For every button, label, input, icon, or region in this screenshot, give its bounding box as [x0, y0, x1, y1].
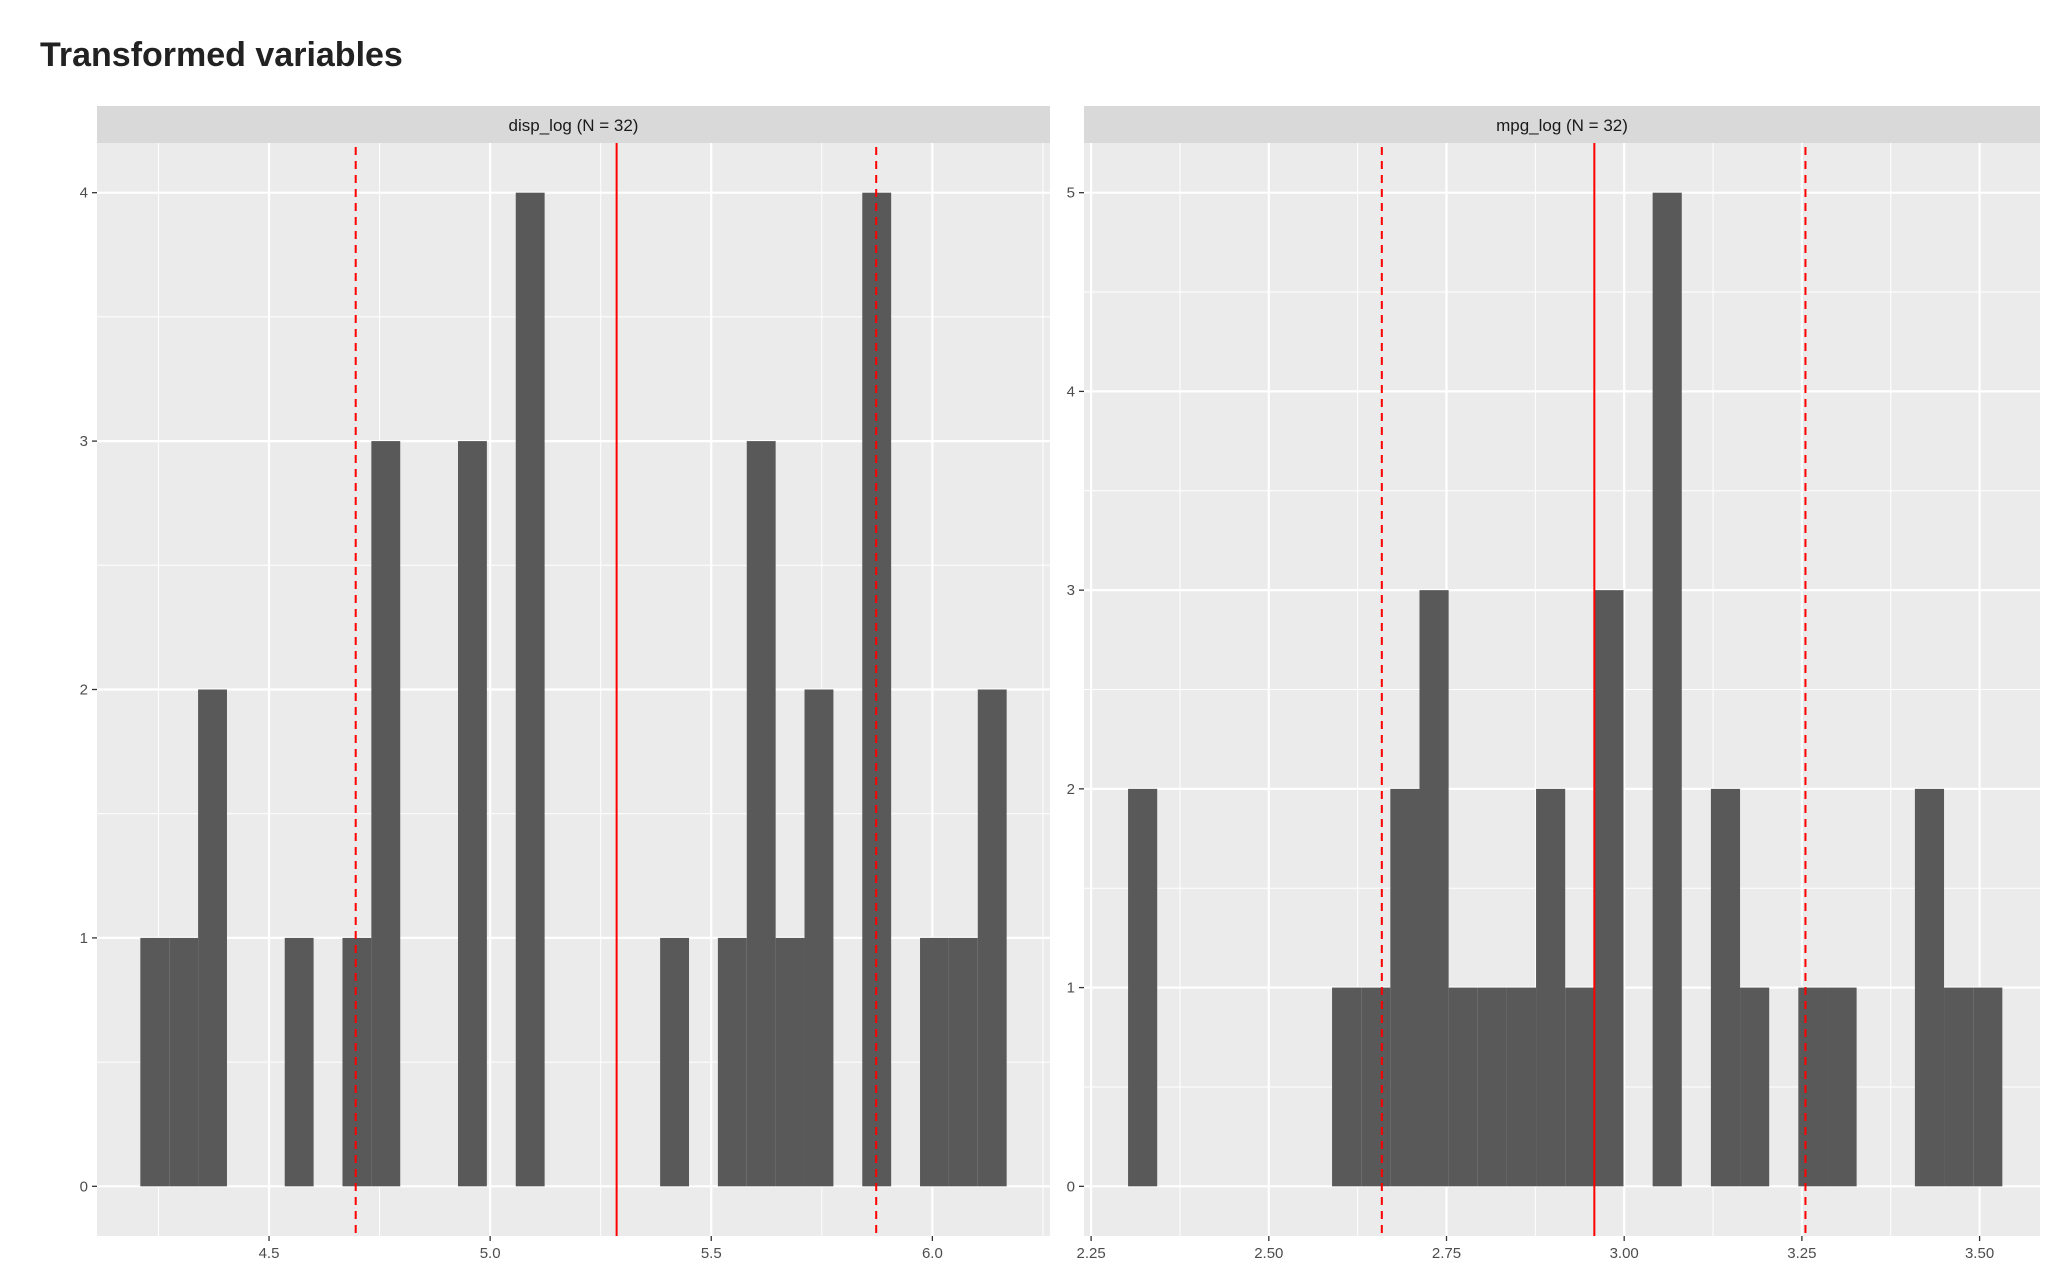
- x-tick-label: 3.00: [1610, 1245, 1639, 1262]
- histogram-bar: [284, 937, 314, 1187]
- histogram-bar: [1594, 590, 1624, 1187]
- histogram-bar: [1565, 987, 1595, 1187]
- histogram-bar: [920, 937, 949, 1187]
- histogram-bar: [1448, 987, 1478, 1187]
- x-tick-label: 2.50: [1254, 1245, 1283, 1262]
- histogram-bar: [717, 937, 747, 1187]
- histogram-bar: [1740, 987, 1770, 1187]
- facet-strip: [97, 106, 1050, 143]
- facet-strip: [1084, 106, 2040, 143]
- histogram-bar: [1914, 788, 1945, 1187]
- histogram-bar: [977, 689, 1007, 1187]
- histogram-bar: [862, 192, 892, 1187]
- histogram-bar: [140, 937, 170, 1187]
- histogram-bar: [1798, 987, 1828, 1187]
- histogram-bar: [1944, 987, 1974, 1187]
- x-tick-label: 4.5: [259, 1245, 280, 1262]
- histogram-bar: [746, 441, 776, 1187]
- y-tick-label: 4: [1067, 383, 1075, 400]
- y-tick-label: 2: [80, 682, 88, 699]
- histogram-bar: [948, 937, 978, 1187]
- histogram-bar: [1332, 987, 1362, 1187]
- histogram-bar: [1390, 788, 1420, 1187]
- histogram-bar: [1477, 987, 1507, 1187]
- y-tick-label: 4: [80, 185, 88, 202]
- x-tick-label: 3.25: [1787, 1245, 1816, 1262]
- histogram-bar: [1827, 987, 1857, 1187]
- y-tick-label: 3: [1067, 582, 1075, 599]
- histogram-bar: [1652, 192, 1682, 1187]
- histogram-bar: [1710, 788, 1741, 1187]
- y-tick-label: 0: [80, 1178, 88, 1195]
- x-tick-label: 2.75: [1432, 1245, 1461, 1262]
- histogram-bar: [457, 441, 487, 1187]
- histogram-bar: [660, 937, 690, 1187]
- histogram-bar: [515, 192, 545, 1187]
- panel-2: mpg_log (N = 32) 2.25 2.50 2.75 3.00 3.25 3.50…: [1067, 106, 2040, 1262]
- x-tick-label: 3.50: [1965, 1245, 1994, 1262]
- histogram-bar: [804, 689, 834, 1187]
- histogram-bar: [1973, 987, 2003, 1187]
- y-tick-label: 0: [1067, 1178, 1075, 1195]
- histogram-bar: [1128, 788, 1158, 1187]
- histogram-bar: [1361, 987, 1391, 1187]
- histogram-bar: [775, 937, 805, 1187]
- y-tick-label: 1: [80, 930, 88, 947]
- chart-title: Transformed variables: [40, 36, 403, 74]
- x-tick-label: 2.25: [1077, 1245, 1106, 1262]
- facet-strip-label: mpg_log (N = 32): [1496, 116, 1628, 135]
- y-tick-label: 2: [1067, 781, 1075, 798]
- x-tick-label: 6.0: [922, 1245, 943, 1262]
- histogram-bar: [1536, 788, 1566, 1187]
- histogram-bar: [1506, 987, 1537, 1187]
- histogram-bar: [198, 689, 227, 1187]
- histogram-bar: [1419, 590, 1449, 1187]
- y-tick-label: 1: [1067, 980, 1075, 997]
- histogram-bar: [371, 441, 401, 1187]
- panel-1: disp_log (N = 32) 4.5 5.0 5.5 6.0 0 1 2 3 4: [80, 106, 1050, 1262]
- histogram-bar: [169, 937, 199, 1187]
- y-tick-label: 5: [1067, 185, 1075, 202]
- x-tick-label: 5.5: [701, 1245, 722, 1262]
- histogram-bar: [342, 937, 372, 1187]
- x-tick-label: 5.0: [480, 1245, 501, 1262]
- y-tick-label: 3: [80, 433, 88, 450]
- facet-strip-label: disp_log (N = 32): [509, 116, 639, 135]
